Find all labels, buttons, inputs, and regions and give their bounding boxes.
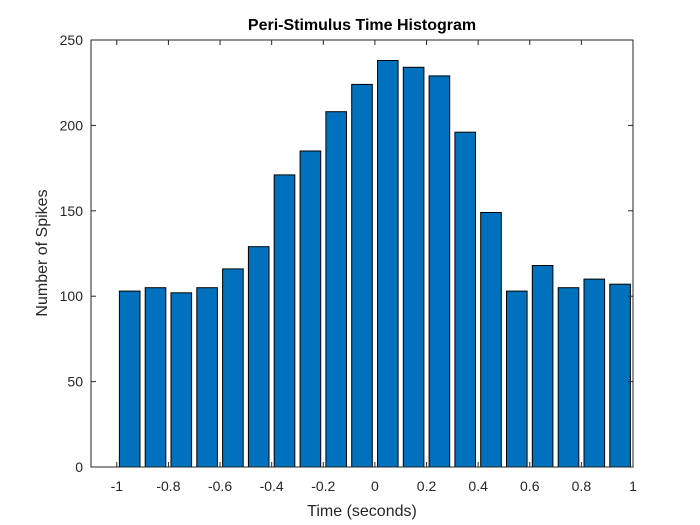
x-tick-label-7: 0.4 [468,478,488,494]
bar-6 [273,174,296,468]
x-axis: -1 -0.8 -0.6 -0.4 -0.2 0 0.2 0.4 0.6 0.8 1 [111,40,637,494]
x-tick-label-4: -0.2 [311,478,335,494]
bar-18 [583,278,606,468]
bar-1 [144,287,167,468]
bars-group [118,60,631,468]
bar-17 [557,287,580,468]
bar-8 [325,111,347,468]
y-tick-label-4: 200 [60,117,84,133]
y-axis: 0 50 100 150 200 250 [60,32,633,475]
x-tick-label-0: -1 [111,478,124,494]
plot-frame [90,39,634,468]
bar-2 [170,292,193,468]
x-tick-label-8: 0.6 [520,478,540,494]
x-tick-label-10: 1 [629,478,637,494]
bar-10 [377,60,399,468]
bar-11 [402,66,425,468]
bar-15 [506,290,528,468]
x-axis-label: Time (seconds) [307,503,417,520]
bar-16 [531,265,554,468]
bar-14 [480,212,502,468]
y-axis-label: Number of Spikes [34,189,51,316]
x-tick-label-3: -0.4 [260,478,284,494]
x-tick-label-6: 0.2 [417,478,437,494]
y-tick-label-3: 150 [60,203,84,219]
x-tick-label-2: -0.6 [208,478,232,494]
bar-9 [351,83,373,468]
chart-title: Peri-Stimulus Time Histogram [248,17,476,34]
bar-3 [196,287,218,468]
bar-4 [222,268,244,468]
y-tick-label-2: 100 [60,288,84,304]
bar-5 [247,246,270,468]
bar-7 [299,150,322,468]
x-tick-label-1: -0.8 [156,478,180,494]
bar-12 [428,75,451,468]
bar-19 [609,283,631,468]
x-tick-label-9: 0.8 [572,478,592,494]
y-tick-label-0: 0 [75,459,83,475]
x-tick-label-5: 0 [371,478,379,494]
bar-0 [118,290,141,468]
y-tick-label-5: 250 [60,32,84,48]
y-tick-label-1: 50 [67,374,83,390]
bar-13 [454,131,476,468]
